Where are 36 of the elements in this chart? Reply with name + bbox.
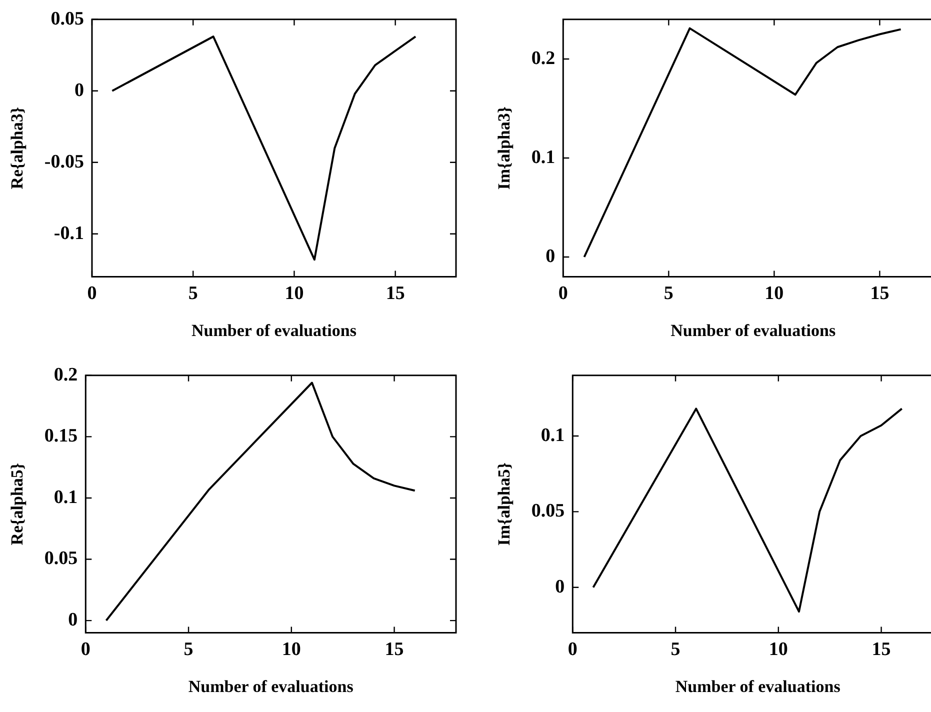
x-tick-label: 5 xyxy=(188,283,198,304)
y-tick-label: 0 xyxy=(555,576,565,598)
x-axis-title: Number of evaluations xyxy=(675,677,841,696)
y-axis-title: Im{alpha3} xyxy=(494,106,514,190)
y-tick-label: 0 xyxy=(74,80,84,101)
y-axis-title: Re{alpha3} xyxy=(8,106,27,190)
y-tick-label: 0.2 xyxy=(531,48,556,69)
x-tick-label: 10 xyxy=(768,639,788,660)
y-tick-label: 0.15 xyxy=(44,426,78,447)
x-tick-label: 10 xyxy=(764,283,784,304)
y-tick-label: 0 xyxy=(546,246,556,267)
y-tick-label: 0.05 xyxy=(531,500,565,522)
x-tick-label: 15 xyxy=(386,283,405,304)
y-axis-title: Im{alpha5} xyxy=(494,462,514,546)
x-tick-label: 15 xyxy=(384,639,404,660)
x-tick-label: 10 xyxy=(282,639,301,660)
x-tick-label: 15 xyxy=(870,283,890,304)
x-tick-label: 10 xyxy=(284,283,304,304)
x-axis-title: Number of evaluations xyxy=(188,677,354,696)
y-tick-label: 0.1 xyxy=(54,486,78,508)
y-tick-label: 0.1 xyxy=(531,146,556,168)
x-tick-label: 15 xyxy=(872,639,891,660)
x-axis-title: Number of evaluations xyxy=(670,321,836,340)
y-axis-title: Re{alpha5} xyxy=(8,462,27,546)
x-tick-label: 5 xyxy=(670,639,680,660)
y-tick-label: 0 xyxy=(68,609,78,630)
y-tick-label: 0.05 xyxy=(50,8,84,30)
y-tick-label: 0.05 xyxy=(44,548,78,570)
y-tick-label: 0.1 xyxy=(540,424,565,446)
x-tick-label: 5 xyxy=(184,639,194,660)
x-tick-label: 5 xyxy=(664,283,674,304)
y-tick-label: -0.05 xyxy=(44,151,84,172)
y-tick-label: 0.2 xyxy=(54,364,78,386)
x-tick-label: 0 xyxy=(87,283,97,304)
x-axis-title: Number of evaluations xyxy=(191,321,357,340)
y-tick-label: -0.1 xyxy=(54,222,84,244)
